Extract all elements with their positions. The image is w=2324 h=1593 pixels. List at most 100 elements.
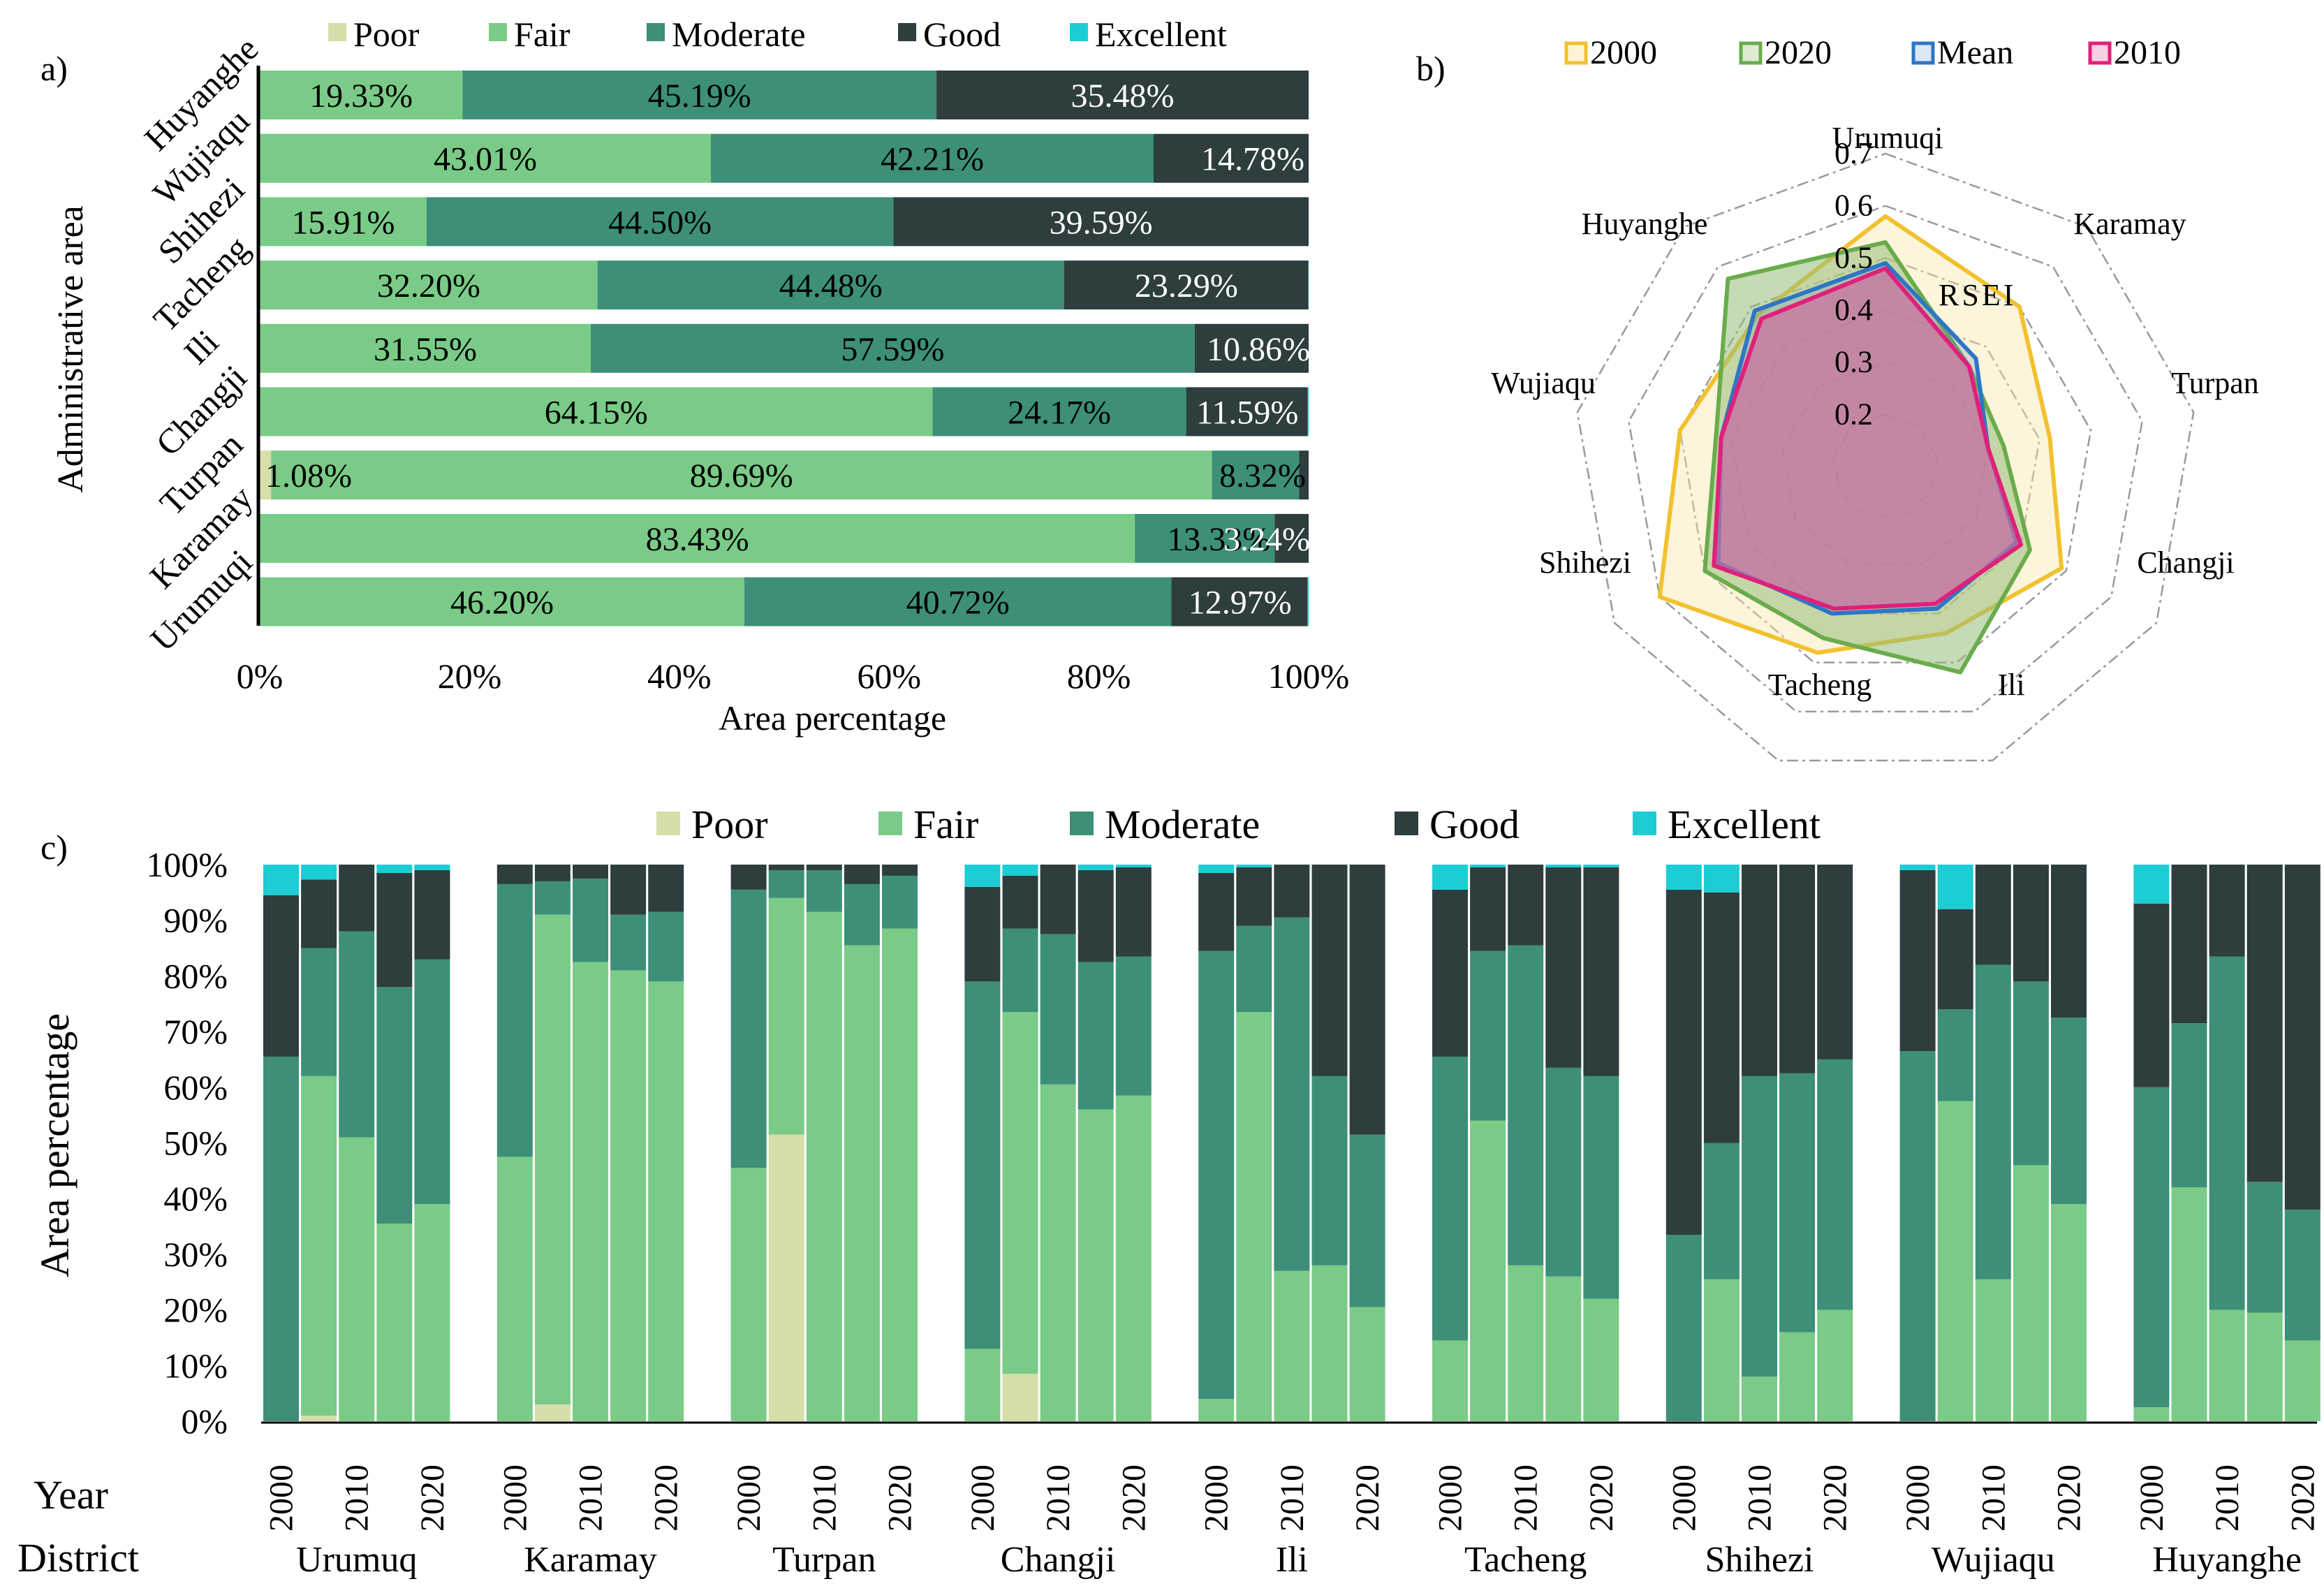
column-segment-tacheng-2-moderate [1470,950,1506,1121]
column-segment-changji-1-fair [964,1349,1001,1421]
y-tick-label-30: 30% [163,1235,228,1274]
year-label-shihezi-2010: 2010 [1742,1464,1779,1532]
panel-c-label: c) [41,828,68,867]
column-segment-changji-3-fair [1040,1084,1076,1421]
column-segment-karamay-2-poor [534,1404,571,1421]
column-segment-urumuq-3-fair [339,1137,375,1421]
column-segment-karamay-4-fair [610,970,647,1421]
column-segment-wujiaqu-3-good [1975,865,2011,965]
legend-c-label-poor: Poor [691,802,768,847]
column-segment-ili-2-excellent [1236,865,1272,867]
bar-segment-tacheng-moderate [597,260,1064,310]
year-label-karamay-2020: 2020 [648,1464,685,1532]
bar-segment-wujiaqu-fair [260,133,712,183]
column-segment-turpan-5-moderate [882,875,918,929]
column-segment-wujiaqu-4-moderate [2013,981,2049,1166]
column-segment-karamay-2-fair [534,914,571,1405]
column-segment-wujiaqu-2-fair [1937,1101,1973,1421]
bar-segment-ili-good [1194,323,1309,373]
column-segment-shihezi-4-moderate [1779,1073,1816,1333]
year-label-karamay-2010: 2010 [573,1464,610,1532]
column-segment-ili-2-moderate [1236,925,1272,1013]
x-tick-label-20: 20% [438,656,502,696]
data-label-wujiaqu-1: 43.01% [434,141,537,178]
column-segment-shihezi-3-good [1742,865,1777,1076]
column-segment-changji-5-excellent [1115,865,1152,867]
column-segment-urumuq-5-moderate [414,959,450,1205]
column-segment-karamay-3-moderate [573,878,608,962]
y-tick-label-0: 0% [181,1402,228,1441]
legend-c-swatch-moderate [1070,812,1094,835]
radar-r-tick-0-2: 0.2 [1834,397,1873,431]
data-label-shihezi-1: 15.91% [291,204,395,241]
year-label-tacheng-2000: 2000 [1432,1464,1469,1532]
column-segment-turpan-5-good [882,865,918,876]
column-segment-urumuq-3-moderate [339,931,375,1138]
data-label-turpan-1: 1.08% [265,457,352,494]
column-segment-tacheng-5-moderate [1583,1076,1619,1299]
column-segment-changji-1-moderate [964,981,1001,1349]
column-segment-changji-1-excellent [964,865,1001,887]
data-label-karamay-2: 13.33% [1167,521,1270,558]
bar-segment-urumuqi-good [1171,577,1308,626]
column-segment-shihezi-5-fair [1817,1309,1853,1421]
y-tick-label-40: 40% [163,1179,228,1218]
data-label-changji-1: 64.15% [545,395,648,432]
x-tick-label-100: 100% [1268,656,1350,696]
x-tick-label-60: 60% [857,656,921,696]
column-segment-tacheng-1-moderate [1432,1056,1468,1341]
column-segment-changji-2-moderate [1002,928,1038,1013]
panel-c-stacked-column-chart: c) Poor Fair Moderate Good Excellent 0% 10% 20% 3… [17,802,2321,1580]
column-segment-karamay-1-good [497,865,533,884]
legend-c-label-fair: Fair [913,802,978,847]
column-segment-karamay-3-good [573,865,608,879]
bar-segment-turpan-moderate [1212,450,1300,500]
radar-axis-label-changji: Changji [2137,545,2234,580]
column-segment-changji-1-good [964,886,1001,982]
column-segment-turpan-4-fair [844,945,880,1421]
legend-c-label-excellent: Excellent [1668,802,1821,847]
column-segment-karamay-2-moderate [534,881,571,915]
radar-r-tick-0-5: 0.5 [1834,240,1873,274]
legend-c-label-moderate: Moderate [1105,802,1260,847]
column-segment-huyanghe-5-good [2284,865,2321,1210]
column-segment-ili-1-good [1198,872,1235,951]
column-segment-karamay-4-moderate [610,914,647,971]
column-segment-changji-4-excellent [1078,865,1114,870]
year-label-shihezi-2020: 2020 [1817,1464,1854,1532]
column-segment-wujiaqu-2-good [1937,909,1973,1010]
column-segment-huyanghe-4-fair [2246,1312,2283,1421]
column-segment-changji-4-good [1078,869,1114,962]
data-label-huyanghe-2: 45.19% [648,78,751,115]
year-label-wujiaqu-2000: 2000 [1899,1464,1936,1532]
year-label-turpan-2000: 2000 [730,1464,767,1532]
data-label-huyanghe-3: 35.48% [1071,78,1175,115]
column-segment-huyanghe-1-excellent [2133,865,2170,904]
column-segment-ili-3-moderate [1274,917,1310,1271]
radar-grid-ring-0-7 [1576,152,2195,762]
column-segment-ili-4-fair [1311,1265,1348,1421]
column-segment-karamay-4-good [610,865,647,915]
panel-c-y-axis-title: Area percentage [32,1013,78,1277]
column-segment-tacheng-2-excellent [1470,865,1506,867]
column-segment-huyanghe-2-fair [2171,1187,2207,1421]
bar-segment-turpan-fair [271,450,1212,500]
column-segment-turpan-1-fair [730,1168,767,1421]
column-segment-ili-3-fair [1274,1270,1310,1421]
radar-title: RSEI [1939,278,2016,312]
column-segment-turpan-4-moderate [844,883,880,946]
column-segment-urumuq-2-poor [301,1416,337,1421]
data-label-urumuqi-2: 40.72% [906,585,1010,622]
column-segment-tacheng-1-excellent [1432,865,1468,890]
column-segment-tacheng-4-good [1545,867,1582,1068]
column-segment-tacheng-3-fair [1508,1265,1544,1421]
column-segment-changji-5-fair [1115,1095,1152,1421]
column-segment-wujiaqu-4-fair [2013,1165,2049,1421]
column-segment-karamay-5-fair [648,981,684,1421]
year-label-changji-2020: 2020 [1115,1464,1152,1532]
year-label-shihezi-2000: 2000 [1665,1464,1702,1532]
year-label-karamay-2000: 2000 [497,1464,534,1532]
panel-a-x-axis-title: Area percentage [719,698,946,737]
column-segment-tacheng-3-moderate [1508,945,1544,1265]
bar-segment-ili-moderate [590,323,1195,373]
